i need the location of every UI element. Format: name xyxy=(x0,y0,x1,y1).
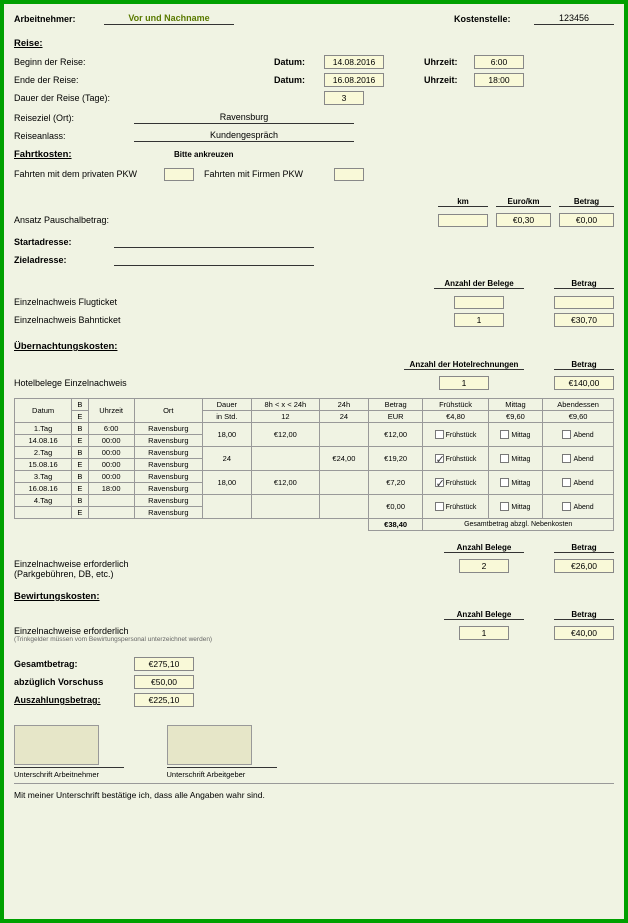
auszahl-label: Auszahlungsbetrag: xyxy=(14,695,134,705)
datum-label1: Datum: xyxy=(274,57,324,67)
fahrt-betrag[interactable]: €0,00 xyxy=(559,213,614,227)
sig-an-box[interactable] xyxy=(14,725,99,765)
gesamt-label: Gesamtbetrag: xyxy=(14,659,134,669)
extras-betrag-h: Betrag xyxy=(554,543,614,553)
begin-label: Beginn der Reise: xyxy=(14,57,174,67)
end-time[interactable]: 18:00 xyxy=(474,73,524,87)
begin-date[interactable]: 14.08.2016 xyxy=(324,55,384,69)
bewirt-label: Einzelnachweise erforderlich xyxy=(14,626,459,636)
bewirt-betrag-h: Betrag xyxy=(554,610,614,620)
park-n[interactable]: 2 xyxy=(459,559,509,573)
section-uebern: Übernachtungskosten: xyxy=(14,341,117,352)
dest-value[interactable]: Ravensburg xyxy=(134,112,354,124)
eurokm-header: Euro/km xyxy=(496,197,551,207)
vorschuss-value[interactable]: €50,00 xyxy=(134,675,194,689)
costcenter-label: Kostenstelle: xyxy=(454,14,534,24)
einzel-label: Einzelnachweise erforderlich xyxy=(14,559,459,569)
section-reise: Reise: xyxy=(14,38,43,49)
sig-an-label: Unterschrift Arbeitnehmer xyxy=(14,767,124,779)
end-label: Ende der Reise: xyxy=(14,75,174,85)
uebern-betrag-header: Betrag xyxy=(554,360,614,370)
employee-name[interactable]: Vor und Nachname xyxy=(104,13,234,25)
eurokm-value[interactable]: €0,30 xyxy=(496,213,551,227)
bahn-label: Einzelnachweis Bahnticket xyxy=(14,315,454,325)
bewirt-sub: (Trinkgelder müssen vom Bewirtungsperson… xyxy=(14,636,459,643)
uhrzeit-label1: Uhrzeit: xyxy=(424,57,474,67)
bahn-b[interactable]: €30,70 xyxy=(554,313,614,327)
flug-n[interactable] xyxy=(454,296,504,309)
einzel-sub: (Parkgebühren, DB, etc.) xyxy=(14,569,459,579)
datum-label2: Datum: xyxy=(274,75,324,85)
bewirt-n[interactable]: 1 xyxy=(459,626,509,640)
detail-table-wrap: DatumBUhrzeitOrtDauer8h < x < 24h24hBetr… xyxy=(14,398,614,531)
ziel-label: Zieladresse: xyxy=(14,255,114,265)
extras-anzahl-h: Anzahl Belege xyxy=(444,543,524,553)
pauschal-label: Ansatz Pauschalbetrag: xyxy=(14,215,438,225)
reason-value[interactable]: Kundengespräch xyxy=(134,130,354,142)
bahn-n[interactable]: 1 xyxy=(454,313,504,327)
km-value[interactable] xyxy=(438,214,488,227)
privat-check[interactable] xyxy=(164,168,194,181)
firma-check[interactable] xyxy=(334,168,364,181)
vorschuss-label: abzüglich Vorschuss xyxy=(14,677,134,687)
km-header: km xyxy=(438,197,488,207)
section-bewirt: Bewirtungskosten: xyxy=(14,591,100,602)
duration-label: Dauer der Reise (Tage): xyxy=(14,93,274,103)
begin-time[interactable]: 6:00 xyxy=(474,55,524,69)
auszahl-value: €225,10 xyxy=(134,693,194,707)
bitte-label: Bitte ankreuzen xyxy=(174,150,234,159)
detail-table: DatumBUhrzeitOrtDauer8h < x < 24h24hBetr… xyxy=(14,398,614,531)
sig-ag-box[interactable] xyxy=(167,725,252,765)
bewirt-anzahl-h: Anzahl Belege xyxy=(444,610,524,620)
firma-label: Fahrten mit Firmen PKW xyxy=(204,169,334,179)
hotel-label: Hotelbelege Einzelnachweis xyxy=(14,378,439,388)
duration-value[interactable]: 3 xyxy=(324,91,364,105)
ziel-value[interactable] xyxy=(114,254,314,266)
end-date[interactable]: 16.08.2016 xyxy=(324,73,384,87)
bewirt-b[interactable]: €40,00 xyxy=(554,626,614,640)
reason-label: Reiseanlass: xyxy=(14,131,134,141)
flug-b[interactable] xyxy=(554,296,614,309)
privat-label: Fahrten mit dem privaten PKW xyxy=(14,169,164,179)
employee-label: Arbeitnehmer: xyxy=(14,14,104,24)
section-fahrt: Fahrtkosten: xyxy=(14,149,134,160)
costcenter-value[interactable]: 123456 xyxy=(534,13,614,25)
dest-label: Reiseziel (Ort): xyxy=(14,113,134,123)
belege-betrag-header: Betrag xyxy=(554,279,614,289)
start-value[interactable] xyxy=(114,236,314,248)
uebern-betrag[interactable]: €140,00 xyxy=(554,376,614,390)
park-b[interactable]: €26,00 xyxy=(554,559,614,573)
rech-header: Anzahl der Hotelrechnungen xyxy=(404,360,524,370)
gesamt-value: €275,10 xyxy=(134,657,194,671)
uhrzeit-label2: Uhrzeit: xyxy=(424,75,474,85)
rech-v[interactable]: 1 xyxy=(439,376,489,390)
belege-header: Anzahl der Belege xyxy=(434,279,524,289)
sig-statement: Mit meiner Unterschrift bestätige ich, d… xyxy=(14,783,614,800)
flug-label: Einzelnachweis Flugticket xyxy=(14,297,454,307)
start-label: Startadresse: xyxy=(14,237,114,247)
sig-ag-label: Unterschrift Arbeitgeber xyxy=(167,767,277,779)
betrag-header: Betrag xyxy=(559,197,614,207)
